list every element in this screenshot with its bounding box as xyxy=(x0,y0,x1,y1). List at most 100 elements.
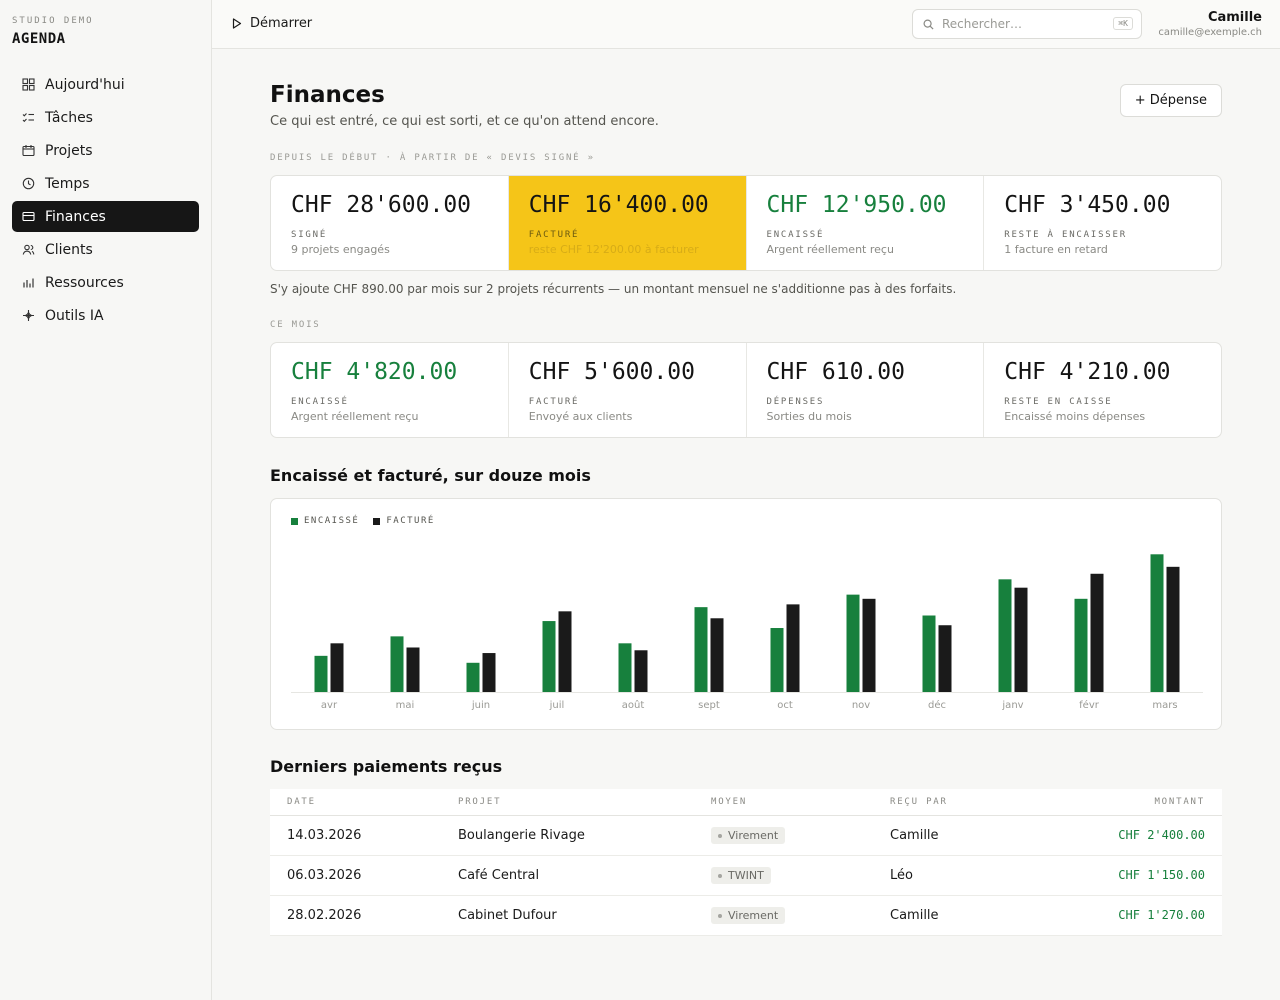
stat-label: ENCAISSÉ xyxy=(291,397,349,407)
sidebar-item-label: Tâches xyxy=(45,109,93,126)
payment-amount: CHF 2'400.00 xyxy=(1068,828,1222,843)
table-row[interactable]: 14.03.2026 Boulangerie Rivage Virement C… xyxy=(270,816,1222,856)
x-tick-label: juil xyxy=(549,700,565,711)
search-shortcut: ⌘K xyxy=(1113,17,1133,30)
start-timer-button[interactable]: Démarrer xyxy=(232,16,312,31)
sidebar-item-clients[interactable]: Clients xyxy=(12,234,199,265)
payment-date: 06.03.2026 xyxy=(287,868,362,883)
chart-canvas: avr mai juin juil août sept oct nov déc janv févr m… xyxy=(291,554,1203,711)
chart-title: Encaissé et facturé, sur douze mois xyxy=(270,466,591,485)
stat-note: 1 facture en retard xyxy=(1004,243,1108,256)
stat-facture: CHF 16'400.00 FACTURÉ reste CHF 12'200.0… xyxy=(508,176,747,270)
sidebar-item-outils-ia[interactable]: Outils IA xyxy=(12,300,199,331)
x-tick-label: mai xyxy=(396,700,415,711)
folder-icon xyxy=(22,144,35,157)
bar-encaisse-0[interactable] xyxy=(314,655,328,692)
payment-amount: CHF 1'270.00 xyxy=(1068,908,1222,923)
legend-item-facture[interactable]: FACTURÉ xyxy=(373,516,434,526)
sidebar-item-ressources[interactable]: Ressources xyxy=(12,267,199,298)
bar-encaisse-7[interactable] xyxy=(846,594,860,692)
dot-icon xyxy=(718,833,722,838)
grid-icon xyxy=(22,78,35,91)
bar-encaisse-8[interactable] xyxy=(922,615,936,693)
sidebar-item-label: Projets xyxy=(45,142,93,159)
chart-legend: ENCAISSÉ FACTURÉ xyxy=(291,516,449,526)
bar-facture-2[interactable] xyxy=(482,653,496,692)
users-icon xyxy=(22,243,35,256)
clock-icon xyxy=(22,177,35,190)
sidebar-item-taches[interactable]: Tâches xyxy=(12,102,199,133)
bar-facture-5[interactable] xyxy=(710,618,724,692)
x-tick-label: janv xyxy=(1001,700,1023,711)
bar-encaisse-11[interactable] xyxy=(1150,554,1164,692)
bar-facture-10[interactable] xyxy=(1090,573,1104,692)
stat-label: FACTURÉ xyxy=(528,230,580,240)
amount-value: CHF 1'150.00 xyxy=(1118,868,1205,882)
page-title: Finances xyxy=(270,82,385,108)
column-header-date[interactable]: DATE xyxy=(287,797,316,807)
column-header-montant[interactable]: MONTANT xyxy=(1154,797,1205,807)
bar-encaisse-6[interactable] xyxy=(770,628,784,692)
dot-icon xyxy=(718,913,722,918)
bar-encaisse-4[interactable] xyxy=(618,643,632,692)
bar-facture-7[interactable] xyxy=(862,598,876,692)
bar-facture-1[interactable] xyxy=(406,647,420,692)
sidebar-item-temps[interactable]: Temps xyxy=(12,168,199,199)
user-email: camille@exemple.ch xyxy=(1158,27,1262,38)
table-row[interactable]: 06.03.2026 Café Central TWINT Léo CHF 1'… xyxy=(270,856,1222,896)
sidebar: STUDIO DEMO AGENDA Aujourd'hui Tâches Pr… xyxy=(0,0,212,1000)
bar-encaisse-1[interactable] xyxy=(390,636,404,692)
stat-value: CHF 3'450.00 xyxy=(1004,192,1171,218)
payment-project: Cabinet Dufour xyxy=(458,908,557,923)
bar-facture-3[interactable] xyxy=(558,611,572,692)
stat-signe: CHF 28'600.00 SIGNÉ 9 projets engagés xyxy=(271,176,509,270)
stat-value: CHF 28'600.00 xyxy=(291,192,472,218)
search-box[interactable]: ⌘K xyxy=(912,9,1142,39)
payment-method: Virement xyxy=(711,907,890,925)
revenue-chart: avr mai juin juil août sept oct nov déc janv févr m… xyxy=(270,498,1222,730)
start-label: Démarrer xyxy=(250,16,313,31)
stat-note: Sorties du mois xyxy=(766,410,852,423)
stat-label: FACTURÉ xyxy=(528,397,580,407)
payment-date: 28.02.2026 xyxy=(287,908,362,923)
bar-facture-11[interactable] xyxy=(1166,566,1180,692)
legend-item-encaisse[interactable]: ENCAISSÉ xyxy=(291,516,359,526)
sidebar-item-finances[interactable]: Finances xyxy=(12,201,199,232)
bar-facture-0[interactable] xyxy=(330,643,344,692)
bar-facture-6[interactable] xyxy=(786,604,800,692)
column-header-moyen[interactable]: MOYEN xyxy=(711,797,748,807)
sidebar-item-aujourdhui[interactable]: Aujourd'hui xyxy=(12,69,199,100)
bar-encaisse-9[interactable] xyxy=(998,579,1012,692)
add-expense-button[interactable]: + Dépense xyxy=(1119,84,1222,117)
x-tick-label: oct xyxy=(777,700,793,711)
sparkle-icon xyxy=(22,309,35,322)
bar-encaisse-2[interactable] xyxy=(466,662,480,692)
sidebar-item-label: Aujourd'hui xyxy=(45,76,125,93)
recurring-note: S'y ajoute CHF 890.00 par mois sur 2 pro… xyxy=(270,282,957,296)
user-menu[interactable]: Camille camille@exemple.ch xyxy=(1158,10,1262,38)
column-header-projet[interactable]: PROJET xyxy=(458,797,502,807)
payments-title: Derniers paiements reçus xyxy=(270,757,503,776)
stat-reste-en-caisse-month: CHF 4'210.00 RESTE EN CAISSE Encaissé mo… xyxy=(984,343,1221,437)
bar-encaisse-3[interactable] xyxy=(542,621,556,692)
column-header-recu-par[interactable]: REÇU PAR xyxy=(890,797,948,807)
bar-facture-8[interactable] xyxy=(938,625,952,692)
legend-swatch-facture xyxy=(373,517,381,525)
table-row[interactable]: 28.02.2026 Cabinet Dufour Virement Camil… xyxy=(270,896,1222,936)
stat-label: DÉPENSES xyxy=(766,397,825,407)
bar-encaisse-5[interactable] xyxy=(694,607,708,692)
sidebar-item-label: Temps xyxy=(45,175,90,192)
topbar: Démarrer ⌘K Camille camille@exemple.ch xyxy=(212,0,1280,49)
bar-encaisse-10[interactable] xyxy=(1074,598,1088,692)
brand-title[interactable]: AGENDA xyxy=(12,31,66,47)
legend-swatch-encaisse xyxy=(291,517,298,525)
search-input[interactable] xyxy=(942,17,1102,31)
bar-facture-4[interactable] xyxy=(634,650,648,692)
bar-facture-9[interactable] xyxy=(1014,587,1028,692)
stat-label: SIGNÉ xyxy=(291,230,328,240)
sidebar-item-projets[interactable]: Projets xyxy=(12,135,199,166)
dot-icon xyxy=(718,873,722,878)
stat-note: Argent réellement reçu xyxy=(766,243,894,256)
stat-value: CHF 12'950.00 xyxy=(766,192,947,218)
payment-date: 14.03.2026 xyxy=(287,828,362,843)
